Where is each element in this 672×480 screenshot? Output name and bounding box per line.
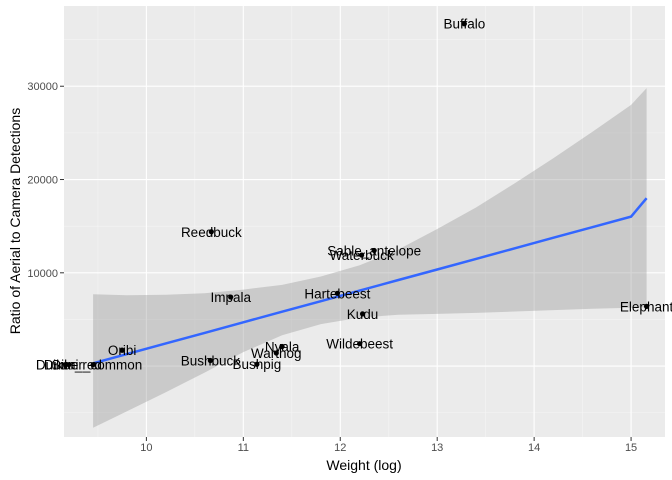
data-point [643,303,650,309]
point-label: Warthog [251,346,302,361]
point-label: Buffalo [443,17,485,32]
y-tick-label: 10000 [27,268,58,280]
point-labels: Buffalo Elephant Reedbuck Sable_antelopeWat… [36,17,672,373]
data-point [273,350,279,356]
y-tick-label: 0 [52,361,58,373]
panel-background [64,6,665,437]
data-point [254,361,260,367]
data-point [66,362,72,368]
x-tick-label: 11 [238,442,249,454]
x-axis-ticks: 10 11 12 13 14 15 [140,437,637,454]
data-point [359,311,366,317]
confidence-ribbon [93,88,647,428]
point-label: Elephant [620,299,672,314]
data-point [90,362,96,368]
data-point [371,247,377,254]
data-point [358,252,365,258]
point-label: Nyala [265,340,300,355]
y-axis-ticks: 0 10000 20000 30000 [27,81,64,373]
minor-gridlines [64,6,665,437]
x-tick-label: 14 [528,442,540,454]
point-label: Hartebeest [304,286,370,301]
point-label: Sable_antelope [327,243,421,258]
point-label: Reedbuck [181,225,242,240]
y-tick-label: 20000 [27,175,58,187]
point-label: Duiker_red [36,358,102,373]
data-point [207,357,213,364]
x-tick-label: 12 [334,442,346,454]
x-tick-label: 10 [140,442,152,454]
data-point [334,290,340,296]
point-label: Bushbuck [181,354,241,369]
regression-line [92,197,648,365]
y-axis-title: Ratio of Aerial to Camera Detections [7,108,23,334]
data-point [461,21,467,27]
x-axis-title: Weight (log) [326,457,401,473]
data-point [279,343,285,350]
point-label: Bushpig [233,357,282,372]
data-point [228,294,234,300]
point-label: Waterbuck [330,248,394,263]
data-point [119,347,125,353]
data-points [62,21,650,368]
point-label: Suni [51,358,78,373]
y-tick-label: 30000 [27,81,58,93]
point-label: Wildebeest [326,337,393,352]
major-gridlines [64,6,665,437]
point-label: Duiker_common [44,358,142,373]
data-point [357,341,363,347]
x-tick-label: 15 [625,442,637,454]
x-tick-label: 13 [431,442,443,454]
point-label: Kudu [347,307,379,322]
point-label: Impala [210,290,251,305]
point-label: Oribi [108,343,137,358]
data-point [208,229,214,235]
